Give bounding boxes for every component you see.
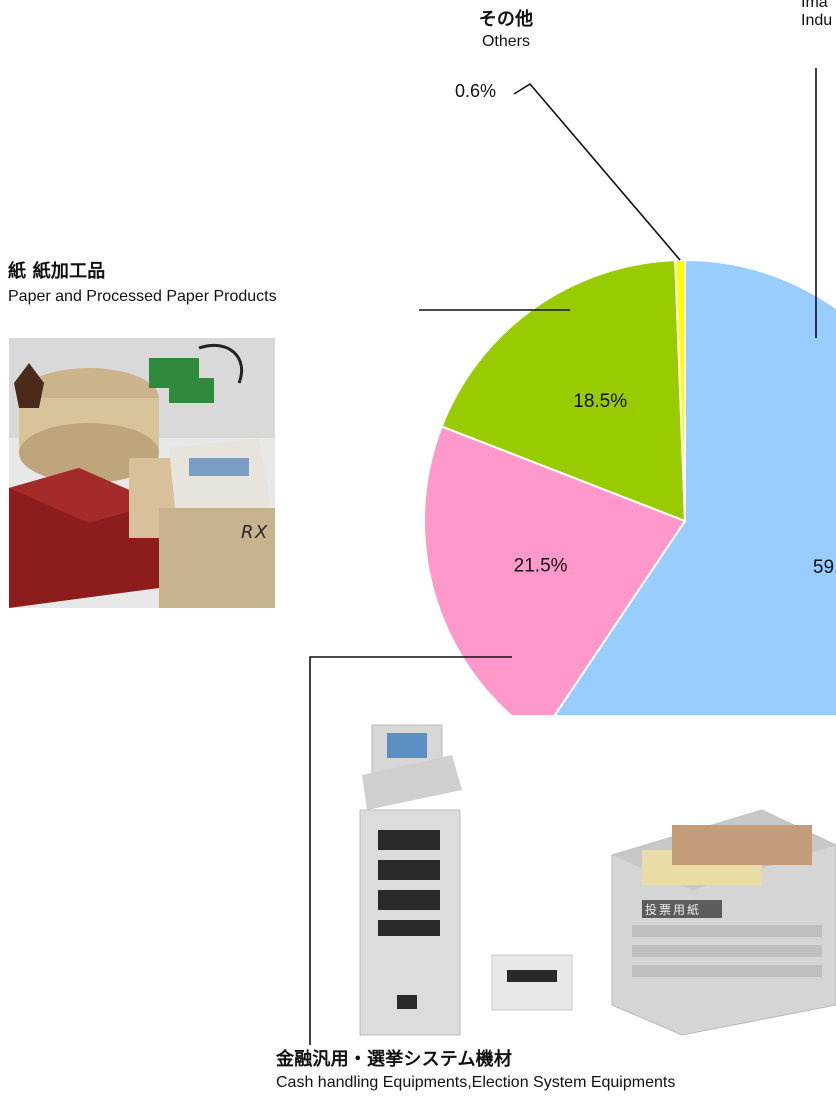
leader-lines — [309, 68, 817, 1045]
others-label-block: その他 Others — [456, 10, 556, 51]
image-industry-label-en: Ima — [801, 0, 828, 11]
others-label-en: Others — [481, 32, 530, 50]
cash-handling-leader-line — [309, 656, 512, 1045]
slice-cash-handling — [423, 425, 687, 740]
svg-text:X: X — [254, 522, 268, 543]
pct-label-cash-handling: 21.5% — [514, 555, 568, 576]
pct-label-image-industry: 59.4% — [813, 557, 836, 578]
image-industry-label-block: Ima Indu — [801, 0, 832, 31]
pct-label-paper: 18.5% — [573, 391, 627, 412]
svg-text:紙: 紙 — [687, 902, 699, 917]
slice-paper — [440, 259, 687, 523]
pie-slices — [423, 258, 836, 783]
others-percentage-label: 0.6% — [455, 81, 497, 101]
paper-label-en: Paper and Processed Paper Products — [8, 287, 277, 305]
cash-handling-equipment-photo: 投 票 用 紙 — [342, 715, 836, 1045]
percentage-labels: 59.4% 21.5% 18.5% — [514, 391, 836, 578]
others-leader-line — [513, 82, 681, 261]
cash-handling-label-block: 金融汎用・選挙システム機材 Cash handling Equipments,E… — [276, 1050, 675, 1092]
others-label-ja: その他 — [478, 9, 534, 30]
cash-handling-label-en: Cash handling Equipments,Election System… — [276, 1073, 676, 1091]
svg-text:用: 用 — [673, 903, 685, 917]
cash-handling-label-ja: 金融汎用・選挙システム機材 — [276, 1049, 513, 1070]
svg-text:投: 投 — [645, 902, 657, 917]
svg-text:票: 票 — [659, 903, 671, 917]
paper-label-ja: 紙 紙加工品 — [8, 261, 106, 282]
svg-text:R: R — [241, 522, 254, 543]
image-industry-label-en-line2: Indu — [801, 12, 833, 30]
paper-label-block: 紙 紙加工品 Paper and Processed Paper Product… — [8, 262, 277, 306]
paper-products-photo: R X — [9, 338, 275, 608]
